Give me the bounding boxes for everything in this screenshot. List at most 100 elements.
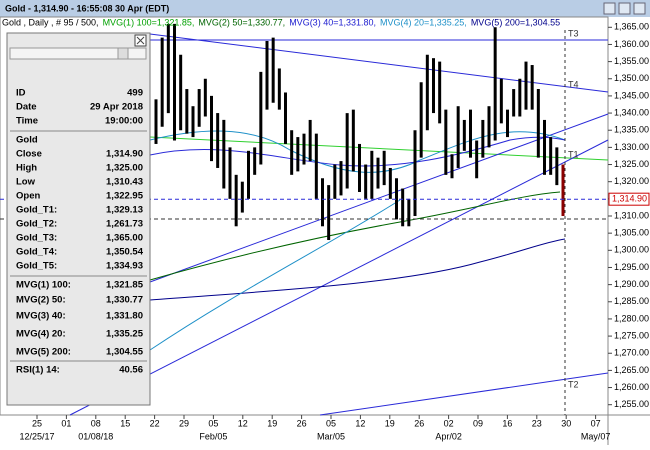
row-value: 1,321.85 [106,280,144,291]
y-tick-label: 1,265.00 [614,365,649,375]
row-value: 1,322.95 [106,191,144,202]
y-tick-label: 1,360.00 [614,39,649,49]
trendline [319,372,609,416]
x-tick-label: 05 [326,418,336,428]
legend: Gold , Daily , # 95 / 500, MVG(1) 100=1,3… [2,17,560,27]
x-tick-label: 26 [297,418,307,428]
trendline [69,139,609,416]
x-major-label: 12/25/17 [19,431,54,441]
x-major-label: Feb/05 [199,431,227,441]
close-icon [136,36,145,45]
row-label: Time [16,116,38,127]
row-value: 1,331.80 [106,311,143,322]
y-tick-label: 1,355.00 [614,56,649,66]
y-tick-label: 1,285.00 [614,296,649,306]
x-tick-label: 12 [355,418,365,428]
y-tick-label: 1,330.00 [614,142,649,152]
row-label: Gold [16,135,38,146]
row-value: 40.56 [119,365,143,376]
close-button[interactable] [633,2,646,15]
x-tick-label: 19 [385,418,395,428]
row-value: 1,330.77 [106,295,143,306]
moving-average [149,238,566,301]
row-label: MVG(2) 50: [16,295,66,306]
row-value: 1,335.25 [106,329,144,340]
x-tick-label: 19 [267,418,277,428]
row-label: MVG(1) 100: [16,280,71,291]
x-tick-label: 09 [473,418,483,428]
legend-entry: MVG(2) 50=1,330.77, [198,17,285,27]
row-value: 1,261.73 [106,219,143,230]
y-tick-label: 1,255.00 [614,399,649,409]
x-tick-label: 07 [591,418,601,428]
moving-average [149,199,401,351]
x-tick-label: 01 [61,418,71,428]
row-label: Gold_T5: [16,261,57,272]
minimize-button[interactable] [603,2,616,15]
legend-entry: MVG(4) 20=1,335.25, [380,17,467,27]
y-tick-label: 1,300.00 [614,245,649,255]
last-price-box [608,192,650,206]
row-value: 1,304.55 [106,347,144,358]
row-label: RSI(1) 14: [16,365,60,376]
x-tick-label: 12 [238,418,248,428]
row-value: 1,325.00 [106,163,143,174]
trendline-label: T4 [568,79,579,89]
title-bar [0,0,650,17]
window-buttons [603,2,646,15]
row-label: Low [16,177,36,188]
row-label: MVG(5) 200: [16,347,71,358]
y-tick-label: 1,270.00 [614,348,649,358]
y-tick-label: 1,275.00 [614,330,649,340]
row-value: 499 [127,88,143,99]
scroll-thumb[interactable] [117,47,129,60]
row-value: 1,334.93 [106,261,143,272]
y-tick-label: 1,340.00 [614,107,649,117]
y-tick-label: 1,325.00 [614,159,649,169]
row-value: 19:00:00 [105,116,143,127]
y-tick-label: 1,335.00 [614,125,649,135]
x-major-label: Mar/05 [317,431,345,441]
row-value: 1,310.43 [106,177,143,188]
legend-entry: MVG(3) 40=1,331.80, [289,17,376,27]
legend-entry: Gold , Daily , # 95 / 500, [2,17,99,27]
maximize-button[interactable] [618,2,631,15]
x-tick-label: 02 [444,418,454,428]
x-tick-label: 29 [179,418,189,428]
scrollbar[interactable] [9,47,147,60]
y-tick-label: 1,305.00 [614,228,649,238]
x-major-label: May/07 [581,431,611,441]
row-label: Close [16,149,42,160]
trendline-label: T2 [568,379,579,389]
row-value: 1,365.00 [106,233,143,244]
trendline-label: T3 [568,28,579,38]
x-tick-label: 05 [208,418,218,428]
x-tick-label: 22 [150,418,160,428]
y-tick-label: 1,280.00 [614,313,649,323]
x-major-label: Apr/02 [435,431,462,441]
row-label: MVG(3) 40: [16,311,66,322]
legend-entry: MVG(1) 100=1,321.85, [103,17,195,27]
row-value: 1,329.13 [106,205,143,216]
last-price-label: 1,314.90 [612,194,647,204]
data-window: ID 499 Date 29 Apr 2018 Time 19:00:00 Gold Clos… [6,32,151,406]
row-value: 1,314.90 [106,149,143,160]
x-tick-label: 16 [502,418,512,428]
row-label: Gold_T2: [16,219,57,230]
y-tick-label: 1,345.00 [614,90,649,100]
row-value: 1,350.54 [106,247,144,258]
legend-entry: MVG(5) 200=1,304.55 [471,17,560,27]
x-tick-label: 26 [414,418,424,428]
row-label: Gold_T3: [16,233,57,244]
x-major-label: 01/08/18 [78,431,113,441]
window-title: Gold - 1,314.90 - 16:55:08 30 Apr (EDT) [5,3,169,13]
x-tick-label: 25 [32,418,42,428]
trendline-label: T1 [568,149,579,159]
trendline [149,113,609,283]
moving-average [149,136,566,167]
y-tick-label: 1,350.00 [614,73,649,83]
row-label: ID [16,88,26,99]
row-label: Open [16,191,40,202]
y-tick-label: 1,260.00 [614,382,649,392]
